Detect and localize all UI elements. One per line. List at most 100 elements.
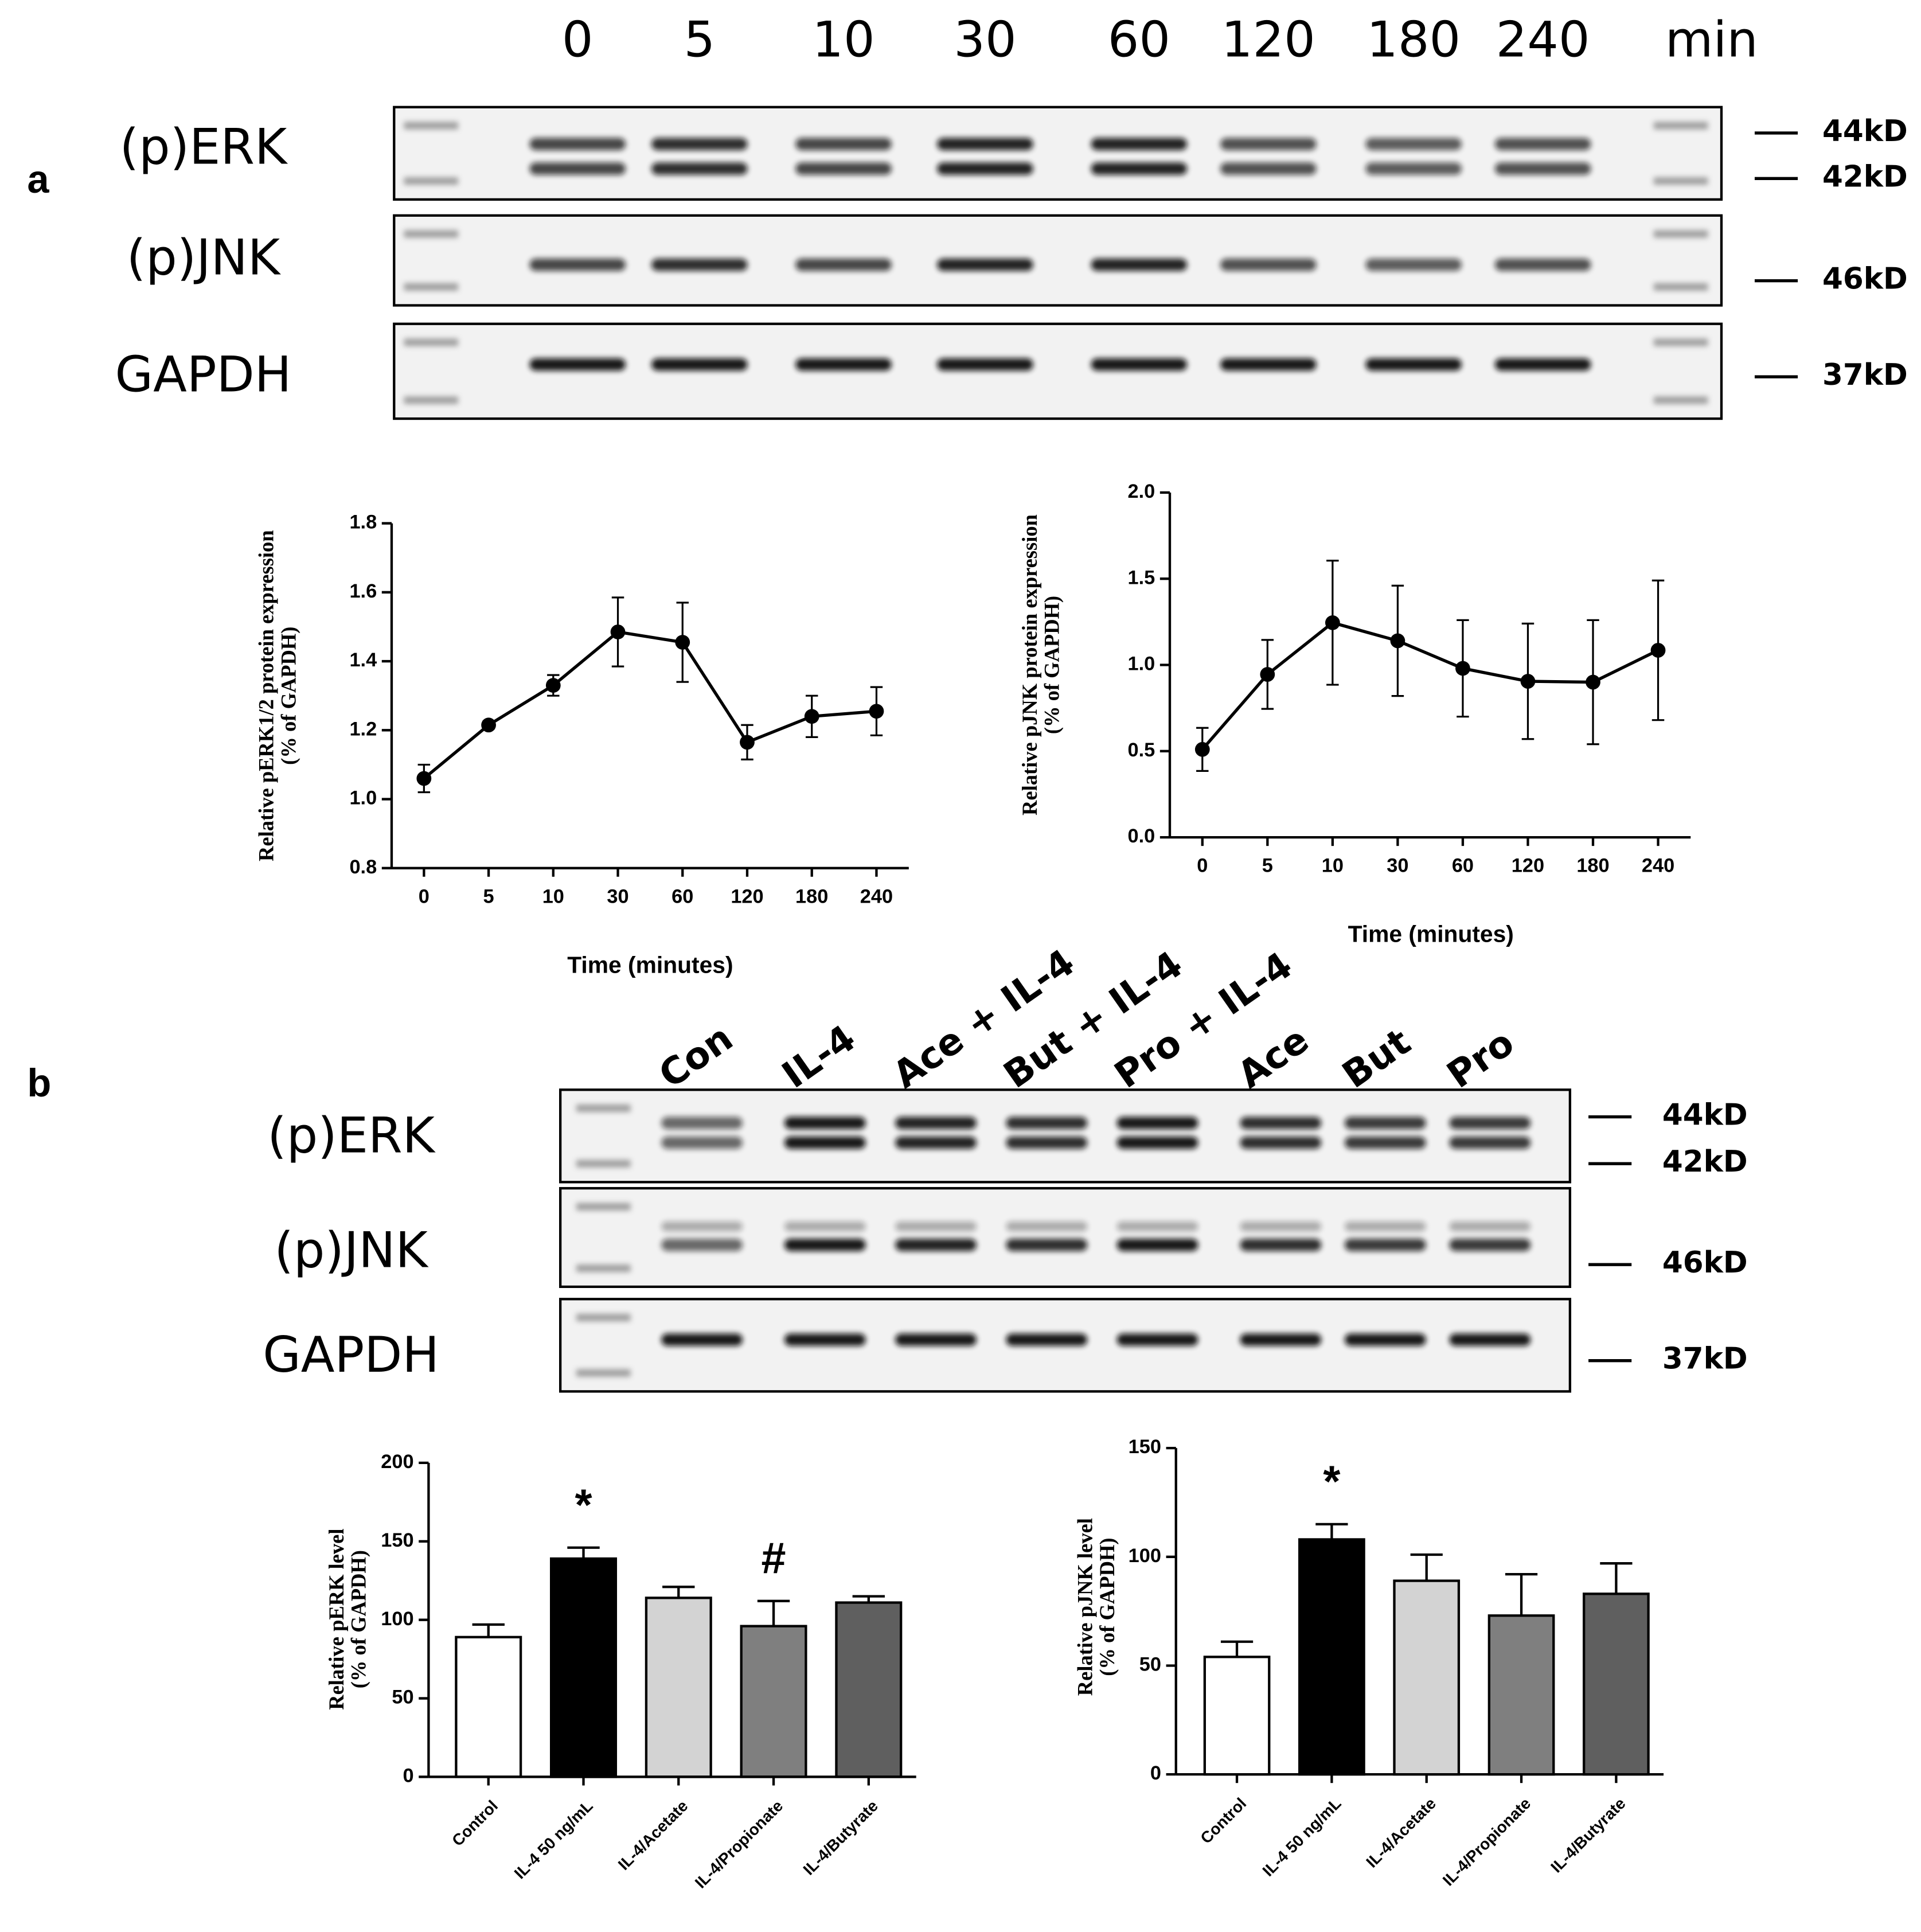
y-tick-label: 150 <box>1129 1436 1161 1458</box>
band <box>784 1333 866 1346</box>
band <box>651 162 748 175</box>
blot-panel <box>559 1186 1572 1289</box>
marker-label: 46kD <box>1822 262 1908 296</box>
blot-panel <box>393 322 1723 420</box>
band <box>1344 1239 1426 1251</box>
x-tick-label: 240 <box>1642 855 1674 877</box>
band <box>529 258 626 271</box>
band <box>1116 1136 1198 1149</box>
y-axis-label: (% of GAPDH) <box>1095 1537 1119 1676</box>
band <box>1240 1239 1322 1251</box>
band <box>795 258 892 271</box>
band <box>1344 1221 1426 1232</box>
band <box>1006 1221 1088 1232</box>
bar <box>1393 1579 1461 1776</box>
band <box>661 1136 743 1149</box>
band <box>937 138 1033 150</box>
x-tick-label: 60 <box>1452 855 1474 877</box>
band <box>1449 1117 1531 1130</box>
band <box>661 1117 743 1130</box>
point <box>1650 643 1666 658</box>
ladder-band <box>1653 283 1708 291</box>
ladder-band <box>1653 230 1708 238</box>
lane-label: 60 <box>1108 11 1170 69</box>
band <box>651 258 748 271</box>
bar <box>1298 1538 1365 1776</box>
marker-label: 46kD <box>1662 1246 1748 1280</box>
x-axis-label: Time (minutes) <box>1348 921 1514 947</box>
point <box>675 635 690 650</box>
row-label: (p)ERK <box>120 118 288 175</box>
y-tick-label: 1.8 <box>349 512 377 533</box>
x-tick-label: 240 <box>860 885 893 907</box>
x-tick-label: 180 <box>795 885 828 907</box>
x-axis-label: Time (minutes) <box>567 951 733 978</box>
bar <box>1583 1593 1650 1776</box>
row-label: GAPDH <box>263 1326 439 1384</box>
band <box>1449 1333 1531 1346</box>
y-tick-label: 0.5 <box>1128 739 1155 761</box>
marker-label: 44kD <box>1822 114 1908 149</box>
panel-label: b <box>27 1061 51 1105</box>
bar <box>835 1601 903 1778</box>
ladder-band <box>1653 396 1708 404</box>
band <box>937 162 1033 175</box>
band <box>937 258 1033 271</box>
ladder-band <box>576 1203 631 1211</box>
x-tick-label: 0 <box>419 885 430 907</box>
band <box>784 1117 866 1130</box>
point <box>1325 615 1340 630</box>
chart: 0.8 1.0 1.2 1.4 1.6 1.8 Relative pERK1/2 prote… <box>255 512 909 978</box>
x-tick-label: 30 <box>607 885 628 907</box>
band <box>1116 1333 1198 1346</box>
x-tick-label: 10 <box>1322 855 1344 877</box>
band <box>1220 162 1317 175</box>
x-tick-label: 30 <box>1387 855 1408 877</box>
y-tick-label: 150 <box>381 1529 413 1551</box>
x-tick-label: 5 <box>1262 855 1273 877</box>
y-tick-label: 200 <box>381 1451 413 1473</box>
lane-label: 5 <box>684 11 715 69</box>
point <box>1586 674 1600 690</box>
point <box>869 704 884 719</box>
annotation: * <box>575 1480 592 1529</box>
line <box>1201 620 1659 751</box>
ladder-band <box>404 230 458 238</box>
band <box>1449 1136 1531 1149</box>
ladder-band <box>404 283 458 291</box>
row-label: (p)ERK <box>267 1107 436 1165</box>
band <box>784 1136 866 1149</box>
band <box>1091 358 1188 371</box>
band <box>1449 1239 1531 1251</box>
marker-label: 44kD <box>1662 1098 1748 1133</box>
point <box>1390 633 1405 649</box>
band <box>1006 1239 1088 1251</box>
x-tick-label: 5 <box>483 885 494 907</box>
x-tick-label: 60 <box>671 885 693 907</box>
band <box>1240 1136 1322 1149</box>
band <box>529 358 626 371</box>
y-tick-label: 1.4 <box>349 649 377 671</box>
line <box>423 630 877 780</box>
band <box>895 1333 977 1346</box>
band <box>1344 1117 1426 1130</box>
x-tick-label: 0 <box>1197 855 1208 877</box>
y-axis-label: (% of GAPDH) <box>276 627 300 765</box>
point <box>804 709 819 724</box>
point <box>1520 674 1536 689</box>
marker-label: 42kD <box>1662 1145 1748 1179</box>
y-tick-label: 0 <box>1150 1762 1161 1784</box>
blot-panel <box>559 1088 1572 1184</box>
y-axis-label: (% of GAPDH) <box>1040 596 1064 734</box>
y-axis-label: Relative pERK1/2 protein expression <box>255 530 278 861</box>
ladder-band <box>576 1160 631 1168</box>
band <box>661 1221 743 1232</box>
band <box>529 138 626 150</box>
ladder-band <box>576 1104 631 1112</box>
lane-label: 10 <box>812 11 874 69</box>
row-label: GAPDH <box>115 346 292 404</box>
unit-label: min <box>1665 11 1758 69</box>
ladder-band <box>1653 177 1708 185</box>
marker-label: 37kD <box>1822 358 1908 392</box>
chart: 0.0 0.5 1.0 1.5 2.0 Relative pJNK protein exp… <box>1018 481 1691 947</box>
